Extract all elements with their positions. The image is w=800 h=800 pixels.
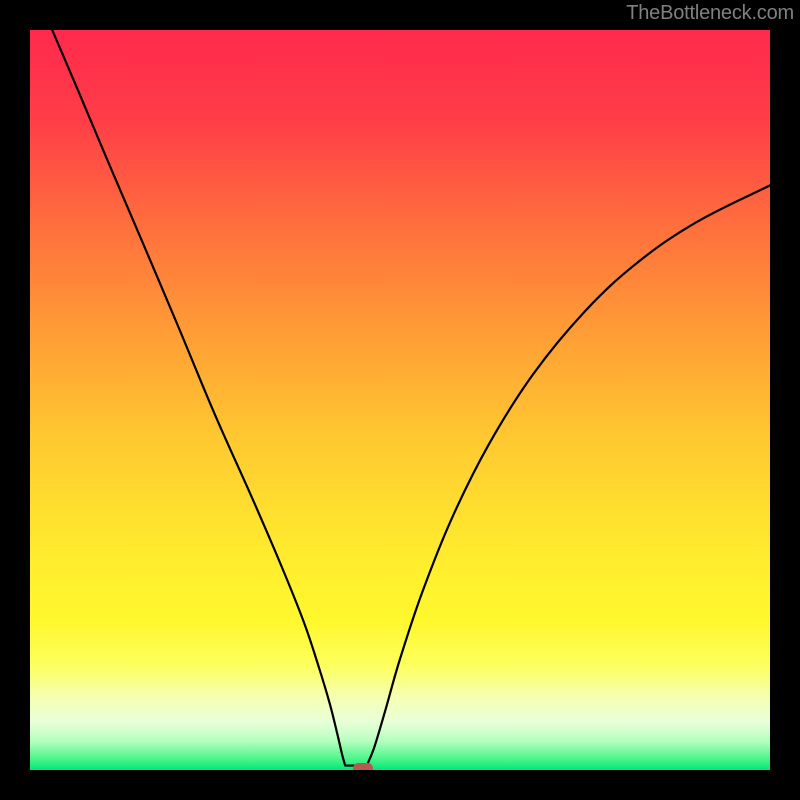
optimal-point-marker xyxy=(353,763,372,770)
watermark-text: TheBottleneck.com xyxy=(626,2,794,25)
chart-frame: TheBottleneck.com xyxy=(0,0,800,800)
plot-area xyxy=(30,30,770,770)
bottleneck-curve xyxy=(30,30,770,770)
